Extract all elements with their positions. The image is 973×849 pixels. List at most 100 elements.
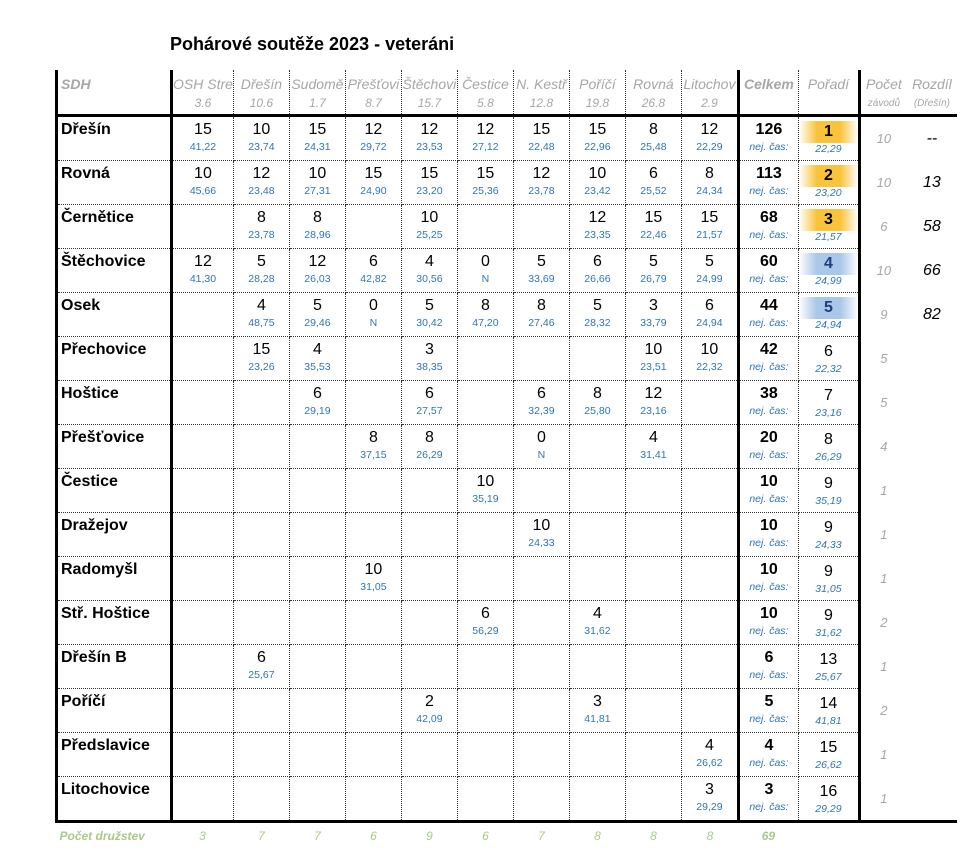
result-cell[interactable]: [625, 557, 681, 601]
result-cell[interactable]: [625, 601, 681, 645]
result-cell[interactable]: [289, 777, 345, 822]
result-cell[interactable]: [569, 645, 625, 689]
result-cell[interactable]: [172, 689, 234, 733]
result-cell[interactable]: [513, 777, 569, 822]
result-cell[interactable]: [681, 381, 738, 425]
result-cell[interactable]: [172, 337, 234, 381]
result-cell[interactable]: [345, 513, 401, 557]
result-cell[interactable]: [172, 601, 234, 645]
result-cell[interactable]: [401, 601, 457, 645]
result-cell[interactable]: [289, 469, 345, 513]
result-cell[interactable]: [625, 689, 681, 733]
result-cell[interactable]: [457, 205, 513, 249]
result-cell[interactable]: [513, 733, 569, 777]
result-cell[interactable]: [457, 337, 513, 381]
result-cell[interactable]: [289, 513, 345, 557]
result-cell[interactable]: [625, 733, 681, 777]
result-cell[interactable]: [345, 601, 401, 645]
result-cell[interactable]: [513, 601, 569, 645]
result-cell[interactable]: [513, 557, 569, 601]
result-cell[interactable]: [681, 557, 738, 601]
result-cell[interactable]: [233, 689, 289, 733]
result-cell[interactable]: [513, 205, 569, 249]
result-cell[interactable]: [625, 777, 681, 822]
result-cell[interactable]: [172, 425, 234, 469]
result-cell[interactable]: [401, 557, 457, 601]
result-cell[interactable]: [345, 381, 401, 425]
result-cell[interactable]: [289, 425, 345, 469]
result-cell[interactable]: [345, 337, 401, 381]
result-cell[interactable]: [457, 381, 513, 425]
result-cell[interactable]: [681, 469, 738, 513]
result-cell[interactable]: [457, 513, 513, 557]
result-cell[interactable]: [457, 645, 513, 689]
result-cell[interactable]: [569, 733, 625, 777]
result-cell[interactable]: [401, 777, 457, 822]
result-cell[interactable]: [457, 557, 513, 601]
result-cell[interactable]: [233, 425, 289, 469]
result-cell[interactable]: [625, 645, 681, 689]
result-cell[interactable]: [233, 733, 289, 777]
result-cell[interactable]: [172, 205, 234, 249]
result-cell[interactable]: [681, 689, 738, 733]
result-cell[interactable]: [172, 469, 234, 513]
result-cell[interactable]: [172, 557, 234, 601]
result-cell[interactable]: [681, 601, 738, 645]
result-cell[interactable]: [289, 557, 345, 601]
result-cell[interactable]: [569, 425, 625, 469]
result-cell[interactable]: [172, 293, 234, 337]
result-cell[interactable]: [172, 777, 234, 822]
result-cell[interactable]: [172, 733, 234, 777]
result-cell[interactable]: [345, 205, 401, 249]
result-cell[interactable]: [233, 513, 289, 557]
result-cell[interactable]: [569, 337, 625, 381]
result-cell[interactable]: [345, 689, 401, 733]
result-cell[interactable]: [233, 469, 289, 513]
result-cell[interactable]: [233, 777, 289, 822]
result-cell[interactable]: [233, 557, 289, 601]
result-cell[interactable]: [345, 645, 401, 689]
